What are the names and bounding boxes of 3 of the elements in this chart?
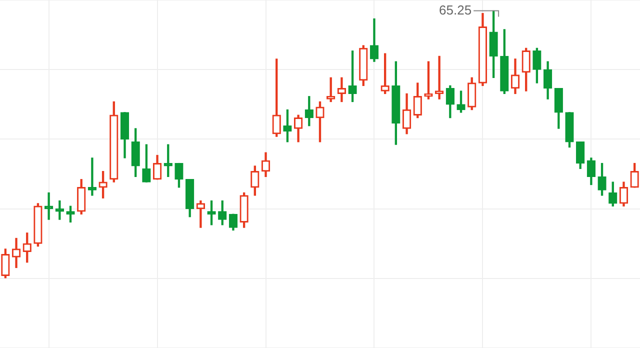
annotation: 65.25 (439, 2, 472, 18)
candlestick (44, 192, 54, 220)
candlestick (196, 200, 206, 228)
